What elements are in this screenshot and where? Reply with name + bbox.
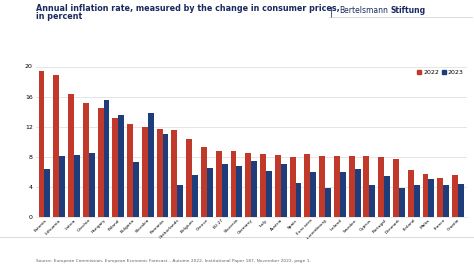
Bar	[222, 164, 228, 217]
Bar	[378, 157, 384, 217]
Bar	[157, 129, 163, 217]
Bar	[349, 156, 355, 217]
Bar	[103, 99, 109, 217]
Bar	[230, 151, 237, 217]
Text: Annual inflation rate, measured by the change in consumer prices,: Annual inflation rate, measured by the c…	[36, 4, 339, 13]
Bar	[53, 75, 59, 217]
Bar	[133, 162, 139, 217]
Bar	[59, 156, 65, 217]
Bar	[364, 156, 369, 217]
Bar	[83, 103, 89, 217]
Bar	[325, 188, 331, 217]
Bar	[112, 118, 118, 217]
Bar	[290, 157, 295, 217]
Bar	[443, 185, 449, 217]
Bar	[399, 188, 405, 217]
Bar	[246, 153, 251, 217]
Bar	[74, 155, 80, 217]
Bar	[251, 161, 257, 217]
Bar	[45, 169, 50, 217]
Bar	[118, 115, 124, 217]
Bar	[369, 185, 375, 217]
Bar	[384, 176, 390, 217]
Legend: 2022, 2023: 2022, 2023	[417, 70, 464, 75]
Bar	[177, 185, 183, 217]
Bar	[275, 155, 281, 217]
Bar	[127, 124, 133, 217]
Bar	[89, 153, 95, 217]
Bar	[172, 130, 177, 217]
Bar	[201, 147, 207, 217]
Bar	[458, 185, 464, 217]
Bar	[355, 169, 361, 217]
Bar	[281, 164, 287, 217]
Bar	[266, 171, 272, 217]
Text: Stiftung: Stiftung	[390, 6, 425, 15]
Bar	[310, 172, 316, 217]
Bar	[216, 151, 222, 217]
Bar	[295, 183, 301, 217]
Bar	[408, 170, 414, 217]
Bar	[438, 178, 443, 217]
Bar	[186, 139, 192, 217]
Text: Source: European Commission, European Economic Forecast – Autumn 2022, Instituti: Source: European Commission, European Ec…	[36, 259, 310, 263]
Bar	[340, 172, 346, 217]
Bar	[393, 159, 399, 217]
Bar	[428, 179, 434, 217]
Bar	[452, 176, 458, 217]
Bar	[334, 156, 340, 217]
Bar	[304, 154, 310, 217]
Bar	[414, 185, 419, 217]
Bar	[98, 108, 103, 217]
Bar	[38, 71, 45, 217]
Text: in percent: in percent	[36, 12, 82, 21]
Bar	[192, 176, 198, 217]
Bar	[237, 167, 242, 217]
Bar	[148, 113, 154, 217]
Bar	[423, 174, 428, 217]
Bar	[207, 168, 213, 217]
Bar	[319, 156, 325, 217]
Bar	[68, 94, 74, 217]
Bar	[163, 134, 168, 217]
Text: |: |	[329, 7, 333, 17]
Bar	[142, 127, 148, 217]
Bar	[260, 154, 266, 217]
Text: Bertelsmann: Bertelsmann	[339, 6, 388, 15]
